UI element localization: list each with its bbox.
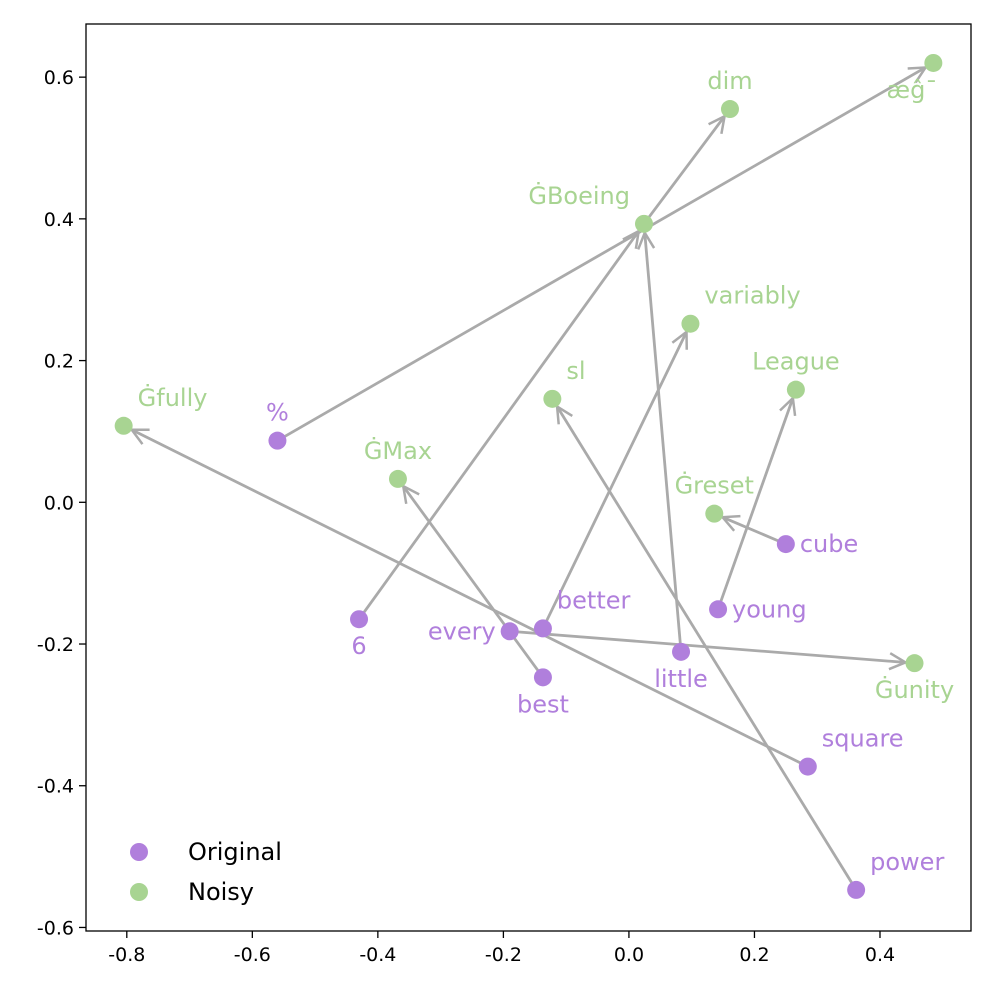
point-label: best: [517, 690, 569, 718]
arrow: [723, 517, 787, 546]
point-label: Ġfully: [138, 383, 208, 412]
point-label: æĝ¯: [887, 76, 938, 104]
point-original-every: [500, 622, 519, 641]
point-original-young: [709, 600, 728, 619]
point-label: ĠMax: [364, 436, 432, 465]
x-tick-label: -0.2: [485, 944, 522, 966]
arrow: [276, 67, 925, 442]
x-tick-label: -0.4: [359, 944, 396, 966]
point-noisy-sl: [543, 389, 562, 408]
y-tick-label: -0.6: [37, 917, 74, 939]
point-label: better: [557, 586, 631, 614]
y-tick-label: -0.4: [37, 776, 74, 798]
point-noisy-league: [786, 380, 805, 399]
x-tick-label: -0.8: [108, 944, 145, 966]
x-axis: -0.8 -0.6 -0.4 -0.2 0.0 0.2 0.4: [108, 931, 895, 966]
point-original-symbol: [268, 431, 287, 450]
arrow: [132, 430, 809, 768]
point-label: %: [266, 399, 289, 427]
plot-frame: [85, 23, 972, 932]
point-original-little: [672, 642, 691, 661]
point-label: ĠBoeing: [528, 181, 630, 210]
y-tick-label: -0.2: [37, 634, 74, 656]
point-label: Ġunity: [875, 675, 954, 704]
point-noisy-variably: [681, 314, 700, 333]
y-tick-label: 0.6: [44, 67, 74, 89]
point-original-power: [847, 880, 866, 899]
point-label: power: [870, 848, 944, 876]
point-original-better: [533, 619, 552, 638]
point-noisy-unity: [905, 654, 924, 673]
point-label: little: [654, 665, 708, 693]
arrow-layer: [132, 67, 926, 891]
arrow: [557, 406, 858, 891]
y-axis: -0.6 -0.4 -0.2 0.0 0.2 0.4 0.6: [37, 67, 86, 939]
y-tick-label: 0.2: [44, 351, 74, 373]
point-label: League: [752, 348, 840, 376]
point-label: young: [732, 595, 807, 623]
point-noisy-max: [388, 469, 407, 488]
point-label: dim: [707, 67, 752, 95]
legend-label-original: Original: [188, 838, 282, 866]
arrow: [642, 116, 725, 225]
point-noisy-reset: [705, 504, 724, 523]
x-tick-label: -0.6: [234, 944, 271, 966]
legend-marker-noisy: [130, 883, 148, 901]
point-original-best: [533, 668, 552, 687]
point-original-cube: [776, 535, 795, 554]
point-label: 6: [351, 632, 366, 660]
point-label: sl: [566, 357, 585, 385]
arrow: [716, 398, 793, 610]
point-original-6: [350, 610, 369, 629]
x-tick-label: 0.4: [865, 944, 895, 966]
point-original-square: [798, 757, 817, 776]
arrow: [541, 332, 687, 630]
point-noisy-fully: [114, 416, 133, 435]
arrow: [357, 231, 639, 621]
arrow: [403, 486, 545, 679]
arrow: [645, 233, 683, 652]
point-label: cube: [800, 530, 858, 558]
legend-marker-original: [130, 843, 148, 861]
arrow: [509, 629, 906, 662]
x-tick-label: 0.2: [739, 944, 769, 966]
point-layer: [114, 53, 943, 899]
point-label: Ġreset: [675, 471, 754, 500]
x-tick-label: 0.0: [614, 944, 644, 966]
y-tick-label: 0.4: [44, 209, 74, 231]
point-label: variably: [704, 282, 800, 310]
label-layer: % 6 every better best little young cube square po…: [138, 67, 955, 876]
point-label: every: [428, 617, 496, 645]
point-noisy-boeing: [634, 214, 653, 233]
point-noisy-dim: [720, 100, 739, 119]
point-label: square: [822, 725, 904, 753]
y-tick-label: 0.0: [44, 492, 74, 514]
legend-label-noisy: Noisy: [188, 878, 254, 906]
point-noisy-symbol: [924, 53, 943, 72]
legend: Original Noisy: [130, 838, 282, 906]
